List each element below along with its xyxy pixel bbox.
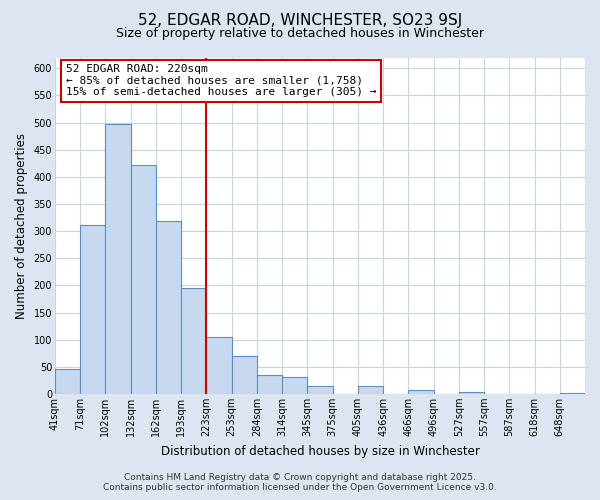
Text: Size of property relative to detached houses in Winchester: Size of property relative to detached ho… (116, 28, 484, 40)
Bar (106, 124, 131, 394)
Bar (206, 337, 232, 394)
Bar (358, 386, 383, 394)
Bar (131, 165, 156, 394)
Text: 52, EDGAR ROAD, WINCHESTER, SO23 9SJ: 52, EDGAR ROAD, WINCHESTER, SO23 9SJ (138, 12, 462, 28)
Bar (459, 392, 484, 394)
Bar (156, 221, 181, 394)
Bar (409, 390, 434, 394)
Y-axis label: Number of detached properties: Number of detached properties (15, 132, 28, 318)
Bar (282, 376, 307, 394)
Bar (560, 393, 585, 394)
Text: 52 EDGAR ROAD: 220sqm
← 85% of detached houses are smaller (1,758)
15% of semi-d: 52 EDGAR ROAD: 220sqm ← 85% of detached … (65, 64, 376, 98)
Bar (307, 386, 332, 394)
Bar (80, 224, 106, 394)
Bar (257, 375, 282, 394)
Bar (181, 288, 206, 394)
Text: Contains HM Land Registry data © Crown copyright and database right 2025.
Contai: Contains HM Land Registry data © Crown c… (103, 473, 497, 492)
X-axis label: Distribution of detached houses by size in Winchester: Distribution of detached houses by size … (161, 444, 479, 458)
Bar (232, 356, 257, 394)
Bar (55, 369, 80, 394)
